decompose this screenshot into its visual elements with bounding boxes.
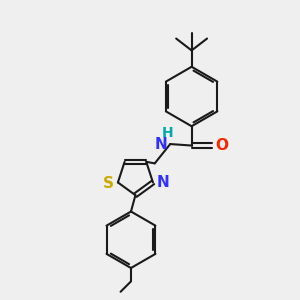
Text: O: O [215,138,228,153]
Text: N: N [155,136,168,152]
Text: N: N [157,175,169,190]
Text: H: H [162,126,174,140]
Text: S: S [103,176,114,191]
